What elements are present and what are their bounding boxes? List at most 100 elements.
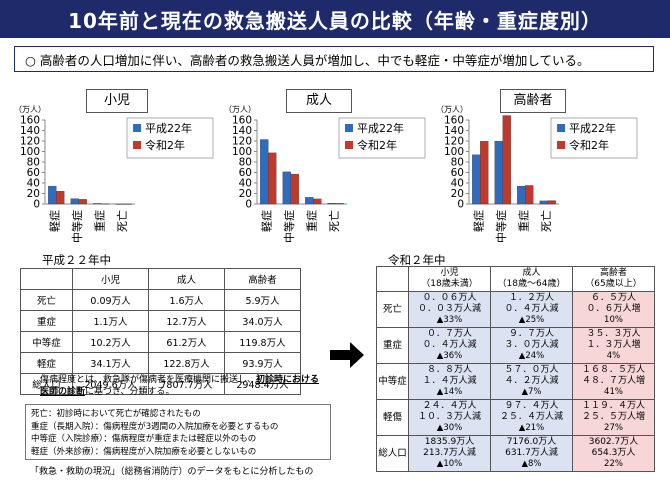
table-cell: 0.09万人 [72,289,149,311]
bar [78,199,87,205]
cell-line: ９．７万人 [508,329,554,339]
table-cell: 1835.9万人 213.7万人減 ▲10% [408,435,491,472]
cell-line: 10% [604,315,623,325]
source-note: 「救急・救助の現況」（総務省消防庁）のデータをもとに分析したもの [30,467,314,477]
y-tick-label: 140 [444,125,464,137]
bar [547,200,556,205]
table-header-cell [20,268,73,290]
table-row: 中等症 ８．８万人 １．４万人減 ▲14% ５７．０万人 ４．２万人減 ▲7% １６８．５万人… [376,363,655,400]
category-label: 中等症 [70,210,84,243]
definitions-box: 死亡：初診時において死亡が確認されたもの 重症（長期入院）：傷病程度が3週間の入… [25,404,331,460]
table-cell: １１９．４万人 ２５．５万人増 27% [572,399,655,436]
table-row: 重症 1.1万人 12.7万人 34.0万人 [20,310,301,332]
cell-line: ▲10% [436,459,463,469]
cell-line: ５７．０万人 [504,365,559,375]
table-row: 中等症 10.2万人 61.2万人 119.8万人 [20,331,301,353]
cell-line: ２５．４万人減 [499,412,563,422]
definition-line: 死亡：初診時において死亡が確認されたもの [31,409,201,419]
cell-line: 22% [604,459,623,469]
table-cell: 軽症 [20,352,73,374]
bar [313,198,322,205]
y-tick-label: 160 [232,115,252,127]
definition-line: 重症（長期入院）：傷病程度が3週間の入院加療を必要とするもの [31,421,279,432]
cell-line: 631.7万人減 [505,448,558,458]
bar [525,185,534,205]
cell-line: １０．３万人減 [417,412,481,422]
table-cell: 34.0万人 [224,310,301,332]
category-label: 中等症 [282,210,296,243]
bar [290,173,299,205]
table-cell: １６８．５万人 ４８．７万人増 41% [572,363,655,400]
category-label: 死亡 [115,210,129,232]
severity-note: 傷病程度とは、救急隊が傷病者を医療機関に搬送し、初診時における 医師の診断に基づ… [40,374,330,398]
y-tick-label: 0 [33,199,40,211]
y-tick-label: 40 [27,178,40,190]
table-cell: 122.8万人 [148,352,225,374]
y-tick-label: 140 [20,125,40,137]
bar [539,200,548,205]
legend-label: 平成22年 [145,121,192,135]
cell-line: 213.7万人減 [423,448,476,458]
bar [101,203,110,205]
category-label: 軽症 [259,210,273,232]
severity-note-c: 医師の診断 [40,387,86,397]
legend-label: 平成22年 [357,121,404,135]
y-tick-label: 80 [27,157,40,169]
cell-line: ０．０３万人減 [417,304,481,314]
table-row: 死亡 ０．０６万人 ０．０３万人減 ▲33% １．２万人 ０．４万人減 ▲25% ６．５万人 ０… [376,291,655,328]
table-cell: 中等症 [20,331,73,353]
cell-line: ８．８万人 [426,365,472,375]
y-tick-label: 0 [457,199,464,211]
y-tick-label: 60 [451,167,464,179]
legend-label: 平成22年 [569,121,616,135]
chart-unit-elderly: （万人） [436,105,468,114]
cell-line: 3602.7万人 [588,437,639,447]
header-group-label: 小児 [440,268,459,278]
bar [502,115,511,205]
chart-title-elderly: 高齢者 [500,89,566,113]
table-cell: ６．５万人 ０．６万人増 10% [572,291,655,328]
title-bar: 10年前と現在の救急搬送人員の比較（年齢・重症度別） [0,0,670,38]
table-row: 重症 ０．７万人 ０．４万人減 ▲36% ９．７万人 ３．０万人減 ▲24% ３５．３万人 １．… [376,327,655,364]
header-group-label: 高齢者 [599,268,627,278]
summary-text: ○ 高齢者の人口増加に伴い、高齢者の救急搬送人員が増加し、中でも軽症・中等症が増… [25,52,590,68]
table-header-cell: 高齢者 （65歳以上） [572,266,655,292]
table-cell: 7807.7万人 [148,373,225,395]
table-cell: 119.8万人 [224,331,301,353]
table-cell: 10.2万人 [72,331,149,353]
table-row: 軽症 34.1万人 122.8万人 93.9万人 [20,352,301,374]
y-tick-label: 60 [239,167,252,179]
chart-unit-child: （万人） [14,105,46,114]
row-label: 総人口 [376,435,409,472]
y-tick-label: 40 [239,178,252,190]
page-title: 10年前と現在の救急搬送人員の比較（年齢・重症度別） [68,8,602,33]
cell-line: １１９．４万人 [581,401,645,411]
legend-label: 令和2年 [569,138,609,152]
legend-box [126,117,214,159]
table-cell: 5.9万人 [224,289,301,311]
cell-line: ▲14% [436,387,463,397]
cell-line: 4% [606,351,621,361]
severity-note-a: 傷病程度とは、救急隊が傷病者を医療機関に搬送し、 [40,375,257,385]
table-header-cell: 成人 [148,268,225,290]
severity-note-d: に基づき、分類する。 [85,387,175,397]
table-header-cell [376,266,409,292]
cell-line: ▲25% [518,315,545,325]
right-table-title: 令和２年中 [388,253,446,267]
y-tick-label: 160 [20,115,40,127]
table-header-cell: 成人 （18歳～64歳） [490,266,573,292]
bar [494,140,503,205]
cell-line: １．３万人増 [586,340,641,350]
table-cell: 2948.4万人 [224,373,301,395]
legend-label: 令和2年 [145,138,185,152]
cell-line: １．２万人 [508,293,554,303]
table-header-cell: 小児 [72,268,149,290]
chart-title-adult-text: 成人 [305,93,332,108]
legend-swatch [345,141,353,149]
table-cell: ９７．４万人 ２５．４万人減 ▲21% [490,399,573,436]
bar [56,191,65,205]
cell-line: ３５．３万人 [586,329,641,339]
table-row: 軽傷 ２４．４万人 １０．３万人減 ▲30% ９７．４万人 ２５．４万人減 ▲21% １１９．… [376,399,655,436]
category-label: 軽症 [47,210,61,232]
